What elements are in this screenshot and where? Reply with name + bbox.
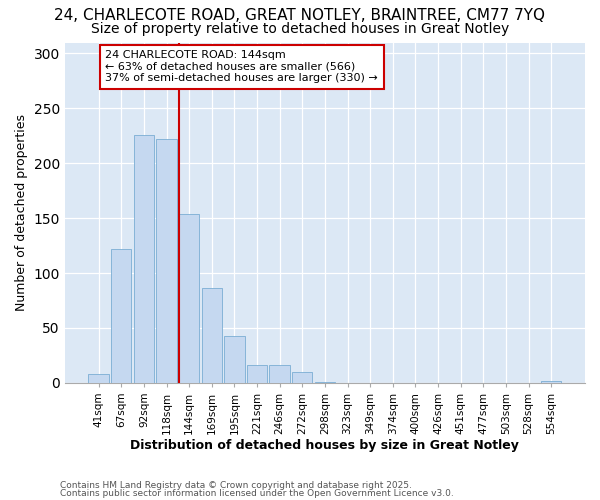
Y-axis label: Number of detached properties: Number of detached properties xyxy=(15,114,28,311)
Text: 24 CHARLECOTE ROAD: 144sqm
← 63% of detached houses are smaller (566)
37% of sem: 24 CHARLECOTE ROAD: 144sqm ← 63% of deta… xyxy=(106,50,378,84)
Bar xyxy=(157,139,176,383)
Bar xyxy=(541,380,562,383)
Bar xyxy=(247,365,267,383)
Text: Contains public sector information licensed under the Open Government Licence v3: Contains public sector information licen… xyxy=(60,489,454,498)
Bar xyxy=(292,372,313,383)
Bar xyxy=(269,365,290,383)
Bar xyxy=(202,288,222,383)
Bar xyxy=(179,214,199,383)
Text: Size of property relative to detached houses in Great Notley: Size of property relative to detached ho… xyxy=(91,22,509,36)
Bar xyxy=(224,336,245,383)
Bar xyxy=(111,249,131,383)
Bar xyxy=(315,382,335,383)
Bar xyxy=(88,374,109,383)
Bar xyxy=(134,134,154,383)
X-axis label: Distribution of detached houses by size in Great Notley: Distribution of detached houses by size … xyxy=(130,440,520,452)
Text: Contains HM Land Registry data © Crown copyright and database right 2025.: Contains HM Land Registry data © Crown c… xyxy=(60,480,412,490)
Text: 24, CHARLECOTE ROAD, GREAT NOTLEY, BRAINTREE, CM77 7YQ: 24, CHARLECOTE ROAD, GREAT NOTLEY, BRAIN… xyxy=(55,8,545,22)
